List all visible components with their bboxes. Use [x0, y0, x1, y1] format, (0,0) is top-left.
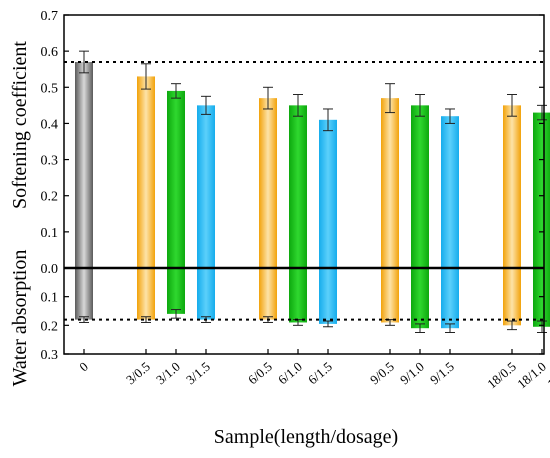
- x-tick-label-9-10: 9/1.0: [397, 359, 427, 387]
- water-absorption-bar-0: [75, 268, 93, 320]
- water-absorption-bar-9-10: [411, 268, 429, 329]
- softening-error-0: [79, 50, 89, 74]
- softening-bar-9-05: [381, 98, 399, 268]
- plot-frame: [63, 14, 545, 355]
- x-tick-label-6-05: 6/0.5: [245, 359, 275, 387]
- x-tick-label-18-10: 18/1.0: [514, 359, 549, 392]
- water-absorption-bar-9-15: [441, 268, 459, 329]
- softening-error-6-05: [263, 86, 273, 110]
- softening-error-3-05: [141, 63, 151, 90]
- water-absorption-error-18-10: [537, 320, 547, 333]
- water-absorption-error-3-05: [141, 316, 151, 323]
- water-absorption-bar-18-05: [503, 268, 521, 326]
- water-absorption-bar-3-05: [137, 268, 155, 320]
- water-absorption-bar-6-10: [289, 268, 307, 323]
- softening-error-18-10: [537, 104, 547, 121]
- y-axis: 0.0 0.1 0.2 0.3 0.4 0.5 0.6 0.7 0.1 0.2 0.3: [41, 9, 544, 363]
- softening-bars: [75, 61, 550, 269]
- softening-error-9-10: [415, 94, 425, 117]
- x-tick-label-3-15: 3/1.5: [183, 359, 213, 387]
- water-absorption-bar-3-10: [167, 268, 185, 314]
- water-absorption-error-3-10: [171, 309, 181, 319]
- y-tick-label-top-02: 0.2: [41, 190, 59, 205]
- water-absorption-bar-3-15: [197, 268, 215, 320]
- y-axis-title-water-absorption: Water absorption: [9, 250, 31, 387]
- x-tick-label-18-05: 18/0.5: [484, 359, 519, 392]
- x-tick-label-6-15: 6/1.5: [305, 359, 335, 387]
- x-tick-label-9-05: 9/0.5: [367, 359, 397, 387]
- softening-error-9-05: [385, 83, 395, 114]
- y-tick-label-bottom-01: 0.1: [41, 291, 59, 306]
- water-absorption-bars: [75, 268, 550, 329]
- error-bars: [79, 50, 547, 333]
- x-tick-label-0: 0: [76, 359, 91, 375]
- softening-error-6-15: [323, 108, 333, 132]
- water-absorption-bar-6-15: [319, 268, 337, 324]
- water-absorption-error-9-10: [415, 323, 425, 333]
- x-axis: 0 3/0.5 3/1.0 3/1.5 6/0.5 6/1.0 6/1.5 9/0.5 9/1.…: [76, 349, 550, 391]
- y-axis-title-softening: Softening coefficient: [9, 41, 31, 209]
- y-tick-label-top-03: 0.3: [41, 154, 59, 169]
- softening-bar-9-10: [411, 105, 429, 268]
- softening-bar-6-10: [289, 105, 307, 268]
- y-tick-label-bottom-03: 0.3: [41, 348, 59, 363]
- x-tick-label-3-10: 3/1.0: [153, 359, 183, 387]
- x-tick-label-6-10: 6/1.0: [275, 359, 305, 387]
- water-absorption-error-18-05: [507, 320, 517, 331]
- y-tick-label-top-04: 0.4: [41, 117, 59, 132]
- softening-bar-3-05: [137, 76, 155, 268]
- water-absorption-error-0: [79, 316, 89, 323]
- softening-bar-6-15: [319, 119, 337, 268]
- softening-error-3-15: [201, 95, 211, 115]
- softening-error-18-05: [507, 94, 517, 117]
- y-tick-label-top-06: 0.6: [41, 45, 59, 60]
- x-tick-label-9-15: 9/1.5: [427, 359, 457, 387]
- y-tick-label-top-07: 0.7: [41, 9, 59, 24]
- y-tick-label-top-05: 0.5: [41, 81, 59, 96]
- softening-bar-3-15: [197, 105, 215, 268]
- x-tick-label-18-15: 18/1.5: [544, 359, 550, 392]
- softening-error-6-10: [293, 94, 303, 117]
- y-tick-label-top-00: 0.0: [41, 262, 59, 277]
- softening-bar-18-10: [533, 112, 550, 268]
- water-absorption-bar-6-05: [259, 268, 277, 320]
- water-absorption-error-6-15: [323, 320, 333, 328]
- softening-bar-18-05: [503, 105, 521, 268]
- softening-bar-0: [75, 61, 93, 268]
- softening-bar-3-10: [167, 90, 185, 269]
- y-tick-label-top-01: 0.1: [41, 226, 59, 241]
- water-absorption-bar-18-10: [533, 268, 550, 327]
- water-absorption-bar-9-05: [381, 268, 399, 323]
- x-tick-label-3-05: 3/0.5: [123, 359, 153, 387]
- y-tick-label-bottom-02: 0.2: [41, 319, 59, 334]
- softening-error-9-15: [445, 108, 455, 124]
- softening-bar-9-15: [441, 116, 459, 268]
- water-absorption-error-9-15: [445, 323, 455, 333]
- softening-error-3-10: [171, 83, 181, 99]
- x-axis-title: Sample(length/dosage): [214, 426, 398, 448]
- softening-bar-6-05: [259, 98, 277, 268]
